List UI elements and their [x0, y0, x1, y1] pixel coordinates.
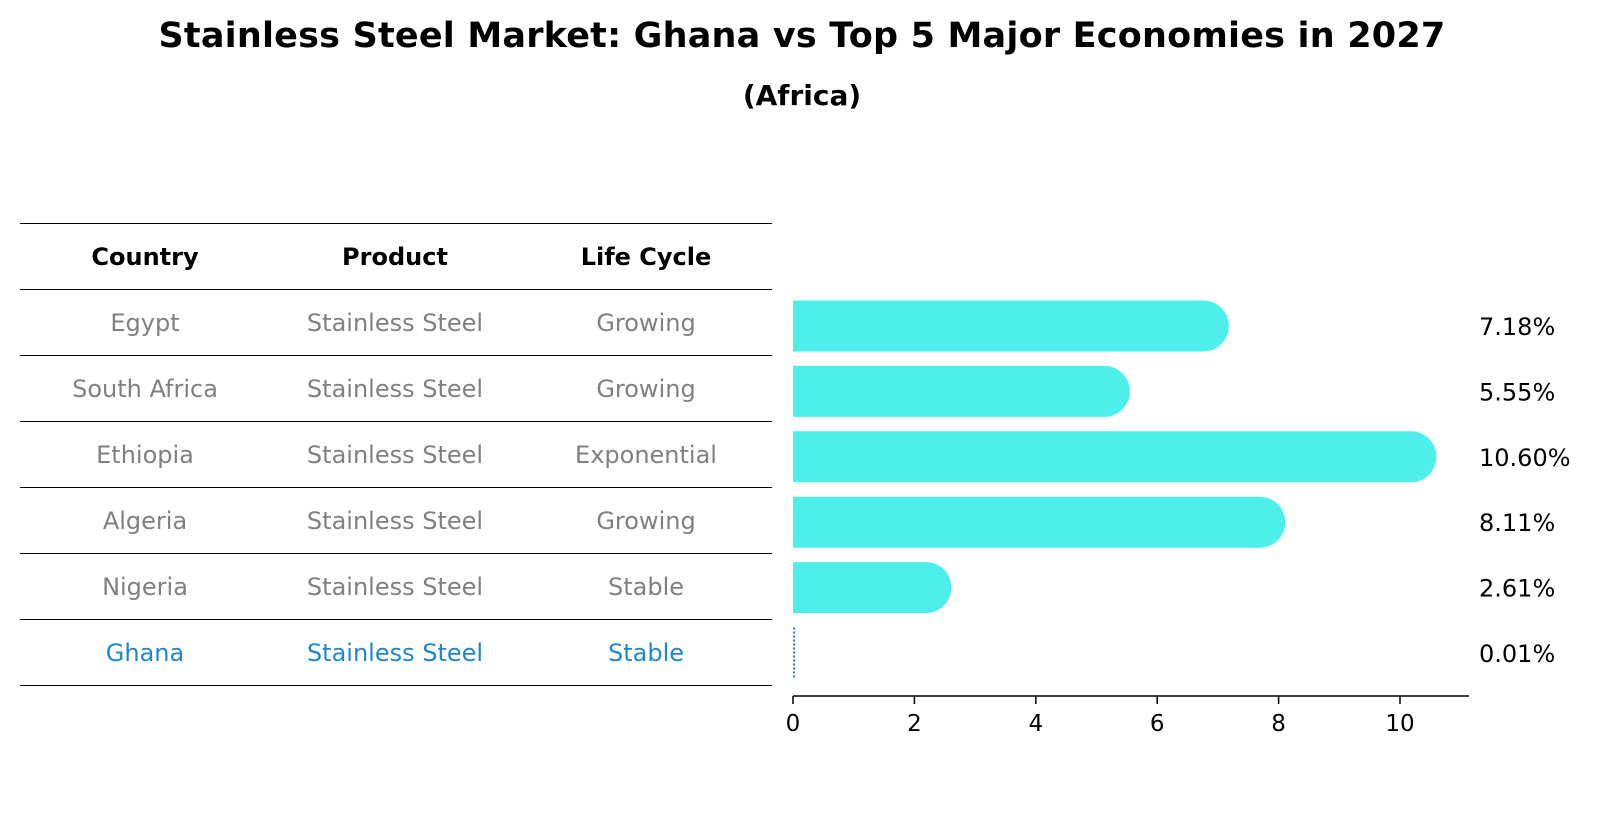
value-label-algeria: 8.11%: [1479, 509, 1555, 537]
life-cycle-cell: Stable: [520, 553, 772, 620]
bar-south-africa: [793, 365, 1130, 417]
table-row-highlighted: Ghana Stainless Steel Stable: [20, 619, 772, 686]
product-cell: Stainless Steel: [270, 421, 520, 488]
x-tick-label-4: 4: [1028, 711, 1043, 737]
value-label-south-africa: 5.55%: [1479, 378, 1555, 406]
bar-algeria: [793, 496, 1286, 548]
column-header-product: Product: [270, 223, 520, 290]
column-header-life-cycle: Life Cycle: [520, 223, 772, 290]
life-cycle-cell: Growing: [520, 355, 772, 422]
life-cycle-cell: Exponential: [520, 421, 772, 488]
value-label-egypt: 7.18%: [1479, 313, 1555, 341]
x-tick-label-6: 6: [1150, 711, 1165, 737]
country-cell: Ghana: [20, 619, 270, 686]
x-tick-label-10: 10: [1385, 711, 1414, 737]
value-label-nigeria: 2.61%: [1479, 575, 1555, 603]
market-table: Country Product Life Cycle Egypt Stainle…: [20, 223, 772, 686]
product-cell: Stainless Steel: [270, 619, 520, 686]
life-cycle-cell: Stable: [520, 619, 772, 686]
value-label-ghana: 0.01%: [1479, 640, 1555, 668]
chart-subtitle: (Africa): [742, 79, 862, 112]
x-tick-label-2: 2: [907, 711, 922, 737]
table-row: Egypt Stainless Steel Growing: [20, 289, 772, 356]
table-row: Ethiopia Stainless Steel Exponential: [20, 421, 772, 488]
product-cell: Stainless Steel: [270, 487, 520, 554]
bar-egypt: [793, 300, 1229, 352]
country-cell: Nigeria: [20, 553, 270, 620]
chart-title: Stainless Steel Market: Ghana vs Top 5 M…: [158, 16, 1446, 56]
country-cell: Ethiopia: [20, 421, 270, 488]
column-header-country: Country: [20, 223, 270, 290]
bar-nigeria: [793, 562, 952, 614]
table-header-row: Country Product Life Cycle: [20, 223, 772, 290]
table-row: Algeria Stainless Steel Growing: [20, 487, 772, 554]
bar-ethiopia: [793, 431, 1437, 483]
table-row: South Africa Stainless Steel Growing: [20, 355, 772, 422]
life-cycle-cell: Growing: [520, 487, 772, 554]
value-label-ethiopia: 10.60%: [1479, 444, 1571, 472]
country-cell: South Africa: [20, 355, 270, 422]
life-cycle-cell: Growing: [520, 289, 772, 356]
product-cell: Stainless Steel: [270, 289, 520, 356]
x-tick-label-0: 0: [786, 711, 801, 737]
product-cell: Stainless Steel: [270, 355, 520, 422]
country-cell: Egypt: [20, 289, 270, 356]
table-row: Nigeria Stainless Steel Stable: [20, 553, 772, 620]
x-tick-label-8: 8: [1271, 711, 1286, 737]
product-cell: Stainless Steel: [270, 553, 520, 620]
country-cell: Algeria: [20, 487, 270, 554]
